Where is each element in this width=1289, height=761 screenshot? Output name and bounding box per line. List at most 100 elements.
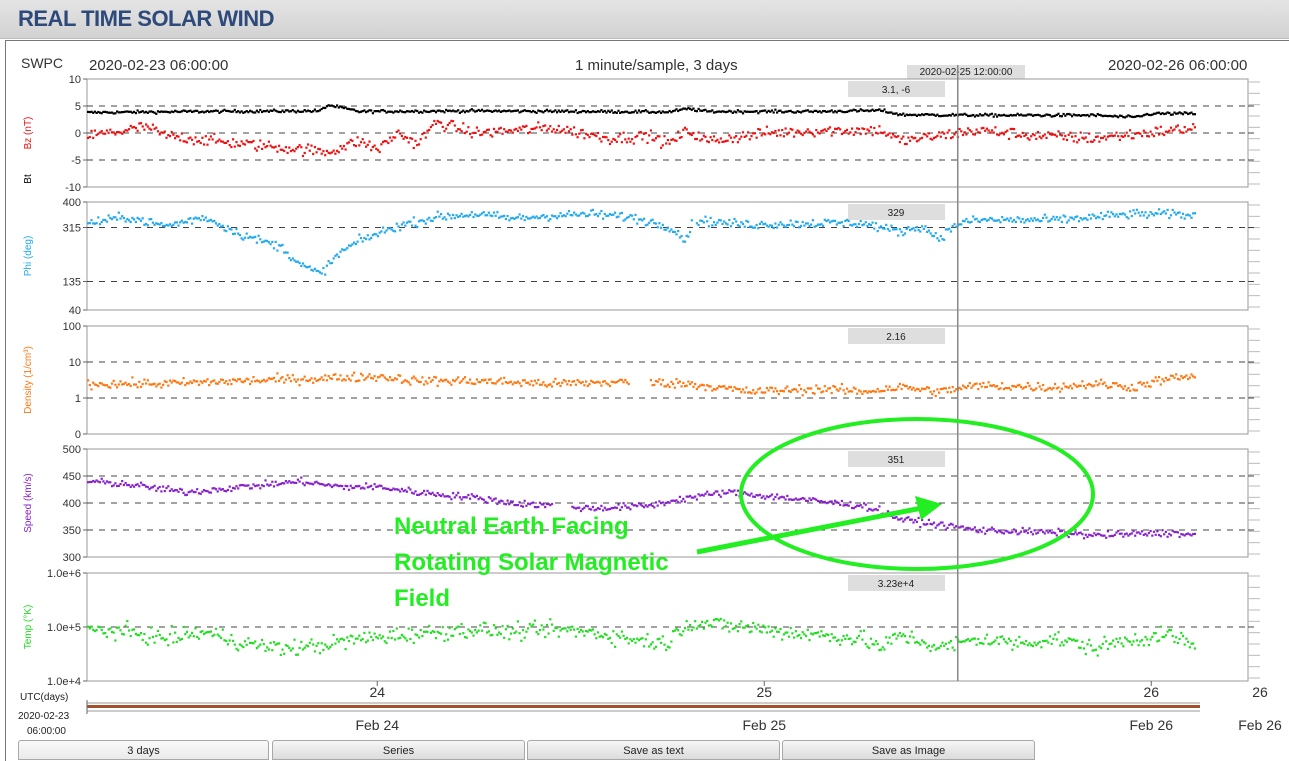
data-point	[576, 627, 579, 630]
data-point	[943, 524, 946, 527]
data-point	[873, 508, 876, 511]
data-point	[921, 387, 924, 390]
data-point	[530, 111, 533, 114]
data-point	[92, 222, 95, 225]
data-point	[1120, 642, 1123, 645]
data-point	[172, 133, 175, 136]
data-point	[274, 380, 277, 383]
data-point	[1083, 217, 1086, 220]
data-point	[1106, 135, 1109, 138]
data-point	[707, 141, 710, 144]
data-point	[619, 378, 622, 381]
data-point	[955, 388, 958, 391]
data-point	[1180, 375, 1183, 378]
data-point	[412, 146, 415, 150]
data-point	[996, 531, 999, 534]
data-point	[552, 629, 555, 632]
data-point	[649, 129, 652, 132]
tab-3-days[interactable]: 3 days	[18, 740, 269, 760]
data-point	[281, 376, 284, 379]
data-point	[770, 493, 774, 496]
data-point	[1103, 381, 1106, 384]
data-point	[949, 639, 953, 643]
data-point	[475, 126, 478, 129]
data-point	[266, 483, 269, 486]
data-point	[967, 384, 970, 387]
data-point	[383, 640, 386, 643]
data-point	[772, 635, 775, 638]
data-point	[1147, 385, 1150, 388]
data-point	[301, 648, 305, 651]
data-point	[197, 140, 201, 143]
data-point	[701, 493, 704, 496]
data-point	[1185, 111, 1188, 114]
data-point	[305, 146, 308, 149]
data-point	[1060, 220, 1063, 223]
data-point	[595, 637, 598, 640]
data-point	[692, 385, 695, 388]
data-point	[337, 106, 340, 109]
data-point	[840, 383, 843, 386]
data-point	[849, 637, 852, 640]
data-point	[670, 138, 673, 141]
save-as-image-button[interactable]: Save as Image	[782, 740, 1035, 760]
data-point	[716, 110, 719, 113]
data-point	[288, 377, 291, 380]
data-point	[579, 628, 583, 632]
data-point	[1093, 649, 1096, 652]
data-point	[845, 387, 849, 390]
data-point	[240, 483, 243, 487]
data-point	[1135, 132, 1138, 135]
data-point	[992, 640, 995, 644]
data-point	[308, 149, 311, 152]
readout-value-speed: 351	[888, 455, 905, 466]
data-point	[798, 130, 801, 133]
data-point	[238, 234, 241, 237]
data-point	[271, 146, 274, 149]
data-point	[354, 637, 357, 640]
data-point	[861, 224, 864, 227]
data-point	[341, 147, 344, 150]
data-point	[989, 384, 992, 387]
data-point	[1014, 114, 1017, 117]
data-point	[909, 113, 912, 116]
data-point	[1069, 637, 1072, 640]
data-point	[994, 529, 997, 533]
data-point	[845, 504, 849, 507]
data-point	[897, 234, 900, 237]
data-point	[944, 528, 947, 531]
data-point	[322, 150, 325, 153]
data-point	[1100, 534, 1103, 537]
data-point	[949, 137, 953, 140]
data-point	[463, 496, 467, 499]
save-as-text-button[interactable]: Save as text	[527, 740, 780, 760]
tab-series[interactable]: Series	[272, 740, 525, 760]
data-point	[786, 110, 789, 113]
data-point	[402, 490, 405, 493]
data-point	[1127, 217, 1130, 220]
y-tick-label-density: 0	[75, 429, 81, 441]
data-point	[1031, 114, 1034, 117]
data-point	[968, 221, 971, 224]
data-point	[305, 644, 308, 647]
data-point	[1016, 216, 1019, 219]
data-point	[97, 132, 100, 135]
data-point	[1060, 641, 1063, 644]
data-point	[752, 389, 755, 392]
data-point	[608, 110, 612, 114]
data-point	[1031, 219, 1034, 222]
data-point	[329, 104, 332, 107]
data-point	[631, 639, 634, 642]
data-point	[765, 224, 768, 227]
annotation-arrow-head	[915, 496, 942, 520]
data-point	[910, 630, 913, 633]
data-point	[482, 379, 485, 382]
data-point	[1028, 138, 1031, 141]
data-point	[501, 132, 504, 135]
data-point	[533, 619, 536, 622]
data-point	[712, 619, 716, 622]
data-point	[898, 518, 901, 521]
data-point	[121, 111, 124, 114]
data-point	[1004, 529, 1007, 532]
